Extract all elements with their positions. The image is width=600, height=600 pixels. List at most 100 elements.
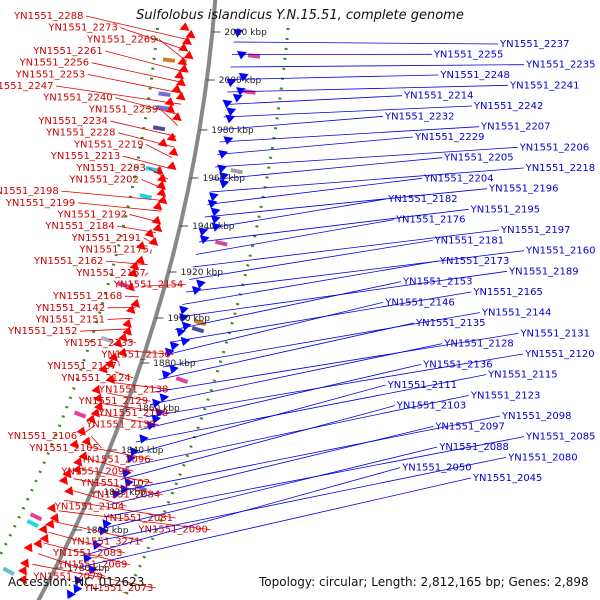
left-gene-label: YN1551_2102 [80, 478, 151, 489]
left-gene-label: YN1551_2288 [13, 11, 84, 22]
left-gene-label: YN1551_2240 [42, 93, 113, 104]
right-label-connector [158, 322, 415, 380]
left-label-connector [107, 317, 133, 320]
left-gene-label: YN1551_2083 [52, 548, 123, 559]
left-gene-label: YN1551_2142 [35, 303, 106, 314]
reverse-gene-arrow [210, 207, 221, 217]
right-label-connector [201, 198, 387, 230]
kbp-tick-label: 1900 kbp [168, 314, 211, 324]
forward-gene-arrow [135, 255, 145, 265]
reverse-gene-arrow [83, 553, 93, 563]
right-label-connector [125, 394, 469, 468]
left-label-connector [145, 144, 173, 159]
left-gene-label: YN1551_2151 [35, 315, 106, 326]
right-gene-label: YN1551_2165 [472, 287, 543, 298]
forward-gene-arrow [17, 574, 27, 585]
gc-dotted-ring [121, 27, 290, 600]
left-label-connector [115, 97, 180, 116]
left-label-connector [79, 328, 130, 332]
reverse-gene-arrow [74, 575, 84, 586]
forward-gene-arrow [156, 173, 167, 183]
right-label-connector [174, 281, 402, 330]
left-gene-label: YN1551_2096 [80, 455, 151, 466]
left-label-connector [105, 260, 148, 266]
left-label-connector [129, 214, 159, 223]
forward-gene-arrow [156, 187, 167, 197]
feature-block [230, 168, 243, 175]
forward-gene-arrow [178, 42, 189, 52]
right-label-connector [98, 446, 438, 530]
left-label-connector [158, 39, 188, 62]
left-label-connector [79, 424, 96, 437]
feature-block [2, 566, 15, 576]
forward-strand-track [17, 22, 196, 585]
right-gene-label: YN1551_2080 [507, 452, 578, 463]
right-label-connector [217, 136, 414, 155]
left-label-connector [141, 284, 186, 287]
forward-gene-arrow [125, 282, 135, 292]
right-gene-label: YN1551_2085 [525, 432, 596, 443]
forward-gene-arrow [91, 385, 101, 395]
right-label-connector [192, 229, 500, 268]
left-label-connector [122, 155, 171, 169]
right-gene-label: YN1551_2182 [387, 194, 458, 205]
forward-gene-arrow [86, 414, 96, 424]
feature-block [193, 318, 207, 327]
right-label-connector [215, 146, 518, 168]
reverse-gene-arrow [122, 468, 132, 478]
left-gene-label: YN1551_3271 [70, 536, 141, 547]
kbp-tick-label: 1880 kbp [153, 359, 196, 369]
right-gene-label: YN1551_2088 [438, 442, 509, 453]
reverse-gene-arrow [210, 215, 221, 224]
left-gene-label: YN1551_2090 [137, 525, 208, 536]
left-label-connector [110, 120, 177, 137]
right-gene-label: YN1551_2189 [508, 266, 578, 277]
forward-gene-arrow [175, 91, 186, 101]
left-gene-label: YN1551_2162 [33, 256, 104, 267]
right-gene-label: YN1551_2173 [439, 256, 510, 267]
feature-block [175, 376, 189, 384]
right-gene-label: YN1551_2160 [525, 246, 596, 257]
right-gene-label: YN1551_2205 [443, 153, 513, 164]
right-gene-label: YN1551_2111 [387, 380, 458, 391]
right-gene-label: YN1551_2207 [480, 122, 551, 133]
forward-gene-arrow [90, 408, 100, 418]
forward-gene-arrow [62, 468, 72, 479]
reverse-gene-arrow [208, 192, 219, 202]
reverse-gene-arrow [180, 336, 191, 347]
forward-gene-arrow [81, 436, 91, 446]
feature-block [162, 57, 176, 63]
right-label-connector [219, 126, 480, 143]
left-label-connector [143, 237, 154, 244]
right-gene-label: YN1551_2195 [470, 204, 540, 215]
forward-gene-arrow [49, 513, 59, 523]
right-gene-label: YN1551_2214 [403, 91, 474, 102]
forward-gene-arrow [118, 332, 128, 342]
right-label-connector [198, 208, 469, 243]
left-label-connector [32, 563, 156, 589]
forward-gene-arrow [183, 50, 194, 60]
left-gene-label: YN1551_2256 [19, 58, 90, 69]
kbp-tick-label: 1960 kbp [203, 174, 246, 184]
left-gene-label: YN1551_2133 [63, 338, 133, 349]
left-gene-label: YN1551_2084 [90, 490, 161, 501]
right-gene-label: YN1551_2045 [472, 473, 542, 484]
forward-gene-arrow [144, 228, 155, 238]
forward-gene-arrow [93, 401, 104, 411]
reverse-gene-arrow [219, 179, 230, 189]
left-gene-label: YN1551_2198 [0, 186, 59, 197]
left-gene-label: YN1551_2132 [85, 420, 155, 431]
right-gene-label: YN1551_2197 [500, 225, 570, 236]
right-label-connector [167, 301, 384, 355]
left-gene-label: YN1551_2234 [37, 116, 108, 127]
right-label-connector [140, 363, 422, 430]
right-label-connector [189, 239, 433, 280]
left-gene-label: YN1551_2081 [103, 513, 173, 524]
feature-block [100, 335, 114, 344]
right-gene-label: YN1551_2097 [434, 421, 505, 432]
left-label-connector [105, 50, 186, 73]
left-gene-label: YN1551_2191 [71, 233, 142, 244]
reverse-gene-arrow [225, 114, 236, 124]
right-gene-label: YN1551_2120 [524, 349, 595, 360]
reverse-gene-arrow [219, 172, 229, 181]
